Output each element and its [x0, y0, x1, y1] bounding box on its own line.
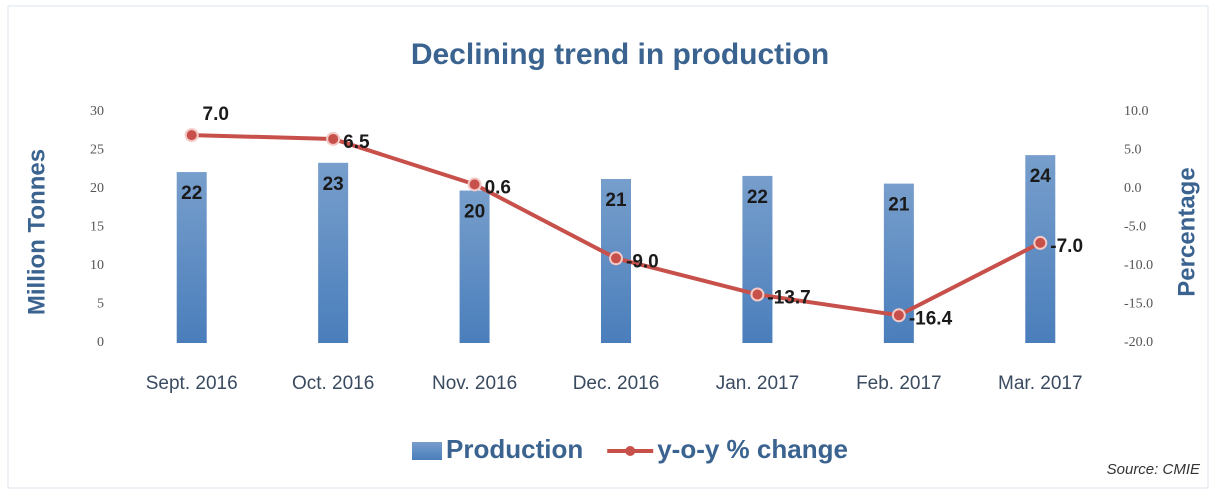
y2-tick-label: 0.0 — [1124, 181, 1142, 196]
line-value-label: -16.4 — [909, 308, 953, 329]
y2-tick-label: -10.0 — [1124, 258, 1153, 273]
source-note: Source: CMIE — [1107, 461, 1201, 478]
y2-tick-label: 5.0 — [1124, 143, 1142, 158]
bar-value-label: 23 — [323, 174, 344, 195]
x-tick-label: Nov. 2016 — [432, 373, 517, 394]
y2-tick-label: -20.0 — [1124, 335, 1153, 350]
y-tick-label: 0 — [97, 335, 104, 350]
line-marker — [467, 177, 482, 192]
legend-marker — [625, 446, 636, 456]
x-tick-label: Dec. 2016 — [573, 373, 660, 394]
y-tick-label: 15 — [90, 220, 104, 235]
y-axis-label: Million Tonnes — [23, 149, 50, 315]
x-tick-label: Mar. 2017 — [998, 373, 1083, 394]
legend-label: y-o-y % change — [657, 434, 848, 464]
y-tick-label: 30 — [90, 104, 104, 119]
line-marker — [184, 128, 199, 143]
line-value-label: -9.0 — [626, 251, 659, 272]
y-tick-label: 25 — [90, 143, 104, 158]
bar-value-label: 22 — [181, 183, 202, 204]
bar — [318, 162, 349, 343]
line-value-label: -13.7 — [767, 288, 810, 309]
bar-value-label: 21 — [605, 190, 627, 211]
y-tick-label: 5 — [97, 297, 104, 312]
line-value-label: 0.6 — [485, 177, 511, 198]
line-marker — [609, 251, 623, 266]
bar-value-label: 24 — [1030, 166, 1052, 187]
bar — [459, 190, 490, 343]
line-value-label: 6.5 — [343, 132, 370, 153]
y2-tick-label: -15.0 — [1124, 297, 1153, 312]
bar — [176, 172, 207, 343]
y2-axis-label: Percentage — [1173, 167, 1200, 296]
bar-value-label: 22 — [747, 187, 768, 208]
x-tick-label: Feb. 2017 — [856, 373, 942, 394]
x-tick-label: Jan. 2017 — [716, 373, 799, 394]
bar-value-label: 21 — [888, 195, 910, 216]
bar — [742, 175, 773, 343]
line-marker — [750, 287, 765, 302]
y-tick-label: 20 — [90, 181, 104, 196]
bar-value-label: 20 — [464, 202, 485, 223]
line-marker — [326, 131, 341, 146]
y-tick-label: 10 — [90, 258, 104, 273]
line-value-label: -7.0 — [1050, 236, 1083, 257]
y2-tick-label: -5.0 — [1124, 220, 1146, 235]
chart-title: Declining trend in production — [411, 38, 829, 71]
line-value-label: 7.0 — [203, 104, 229, 125]
x-tick-label: Oct. 2016 — [292, 373, 374, 394]
y2-tick-label: 10.0 — [1124, 104, 1149, 119]
x-tick-label: Sept. 2016 — [146, 373, 238, 394]
line-marker — [1033, 235, 1048, 250]
legend-label: Production — [446, 434, 583, 464]
line-marker — [891, 308, 906, 323]
legend-swatch — [412, 442, 442, 460]
